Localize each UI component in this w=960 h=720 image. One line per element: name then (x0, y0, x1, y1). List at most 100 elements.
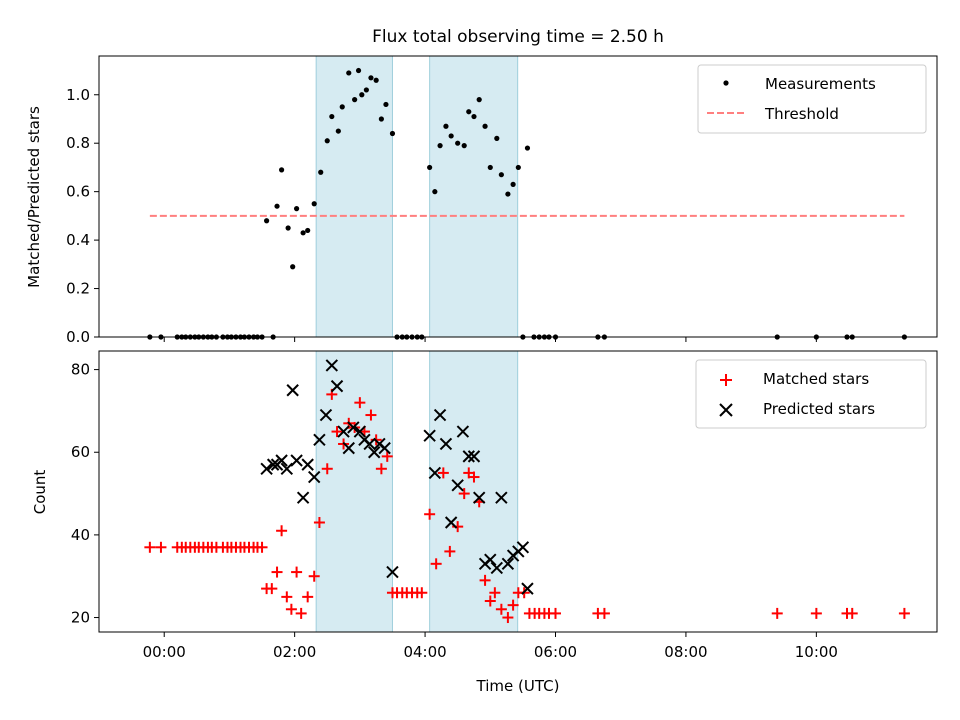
predicted-star-point (378, 441, 391, 455)
matched-star-point (810, 607, 822, 619)
shaded-interval (429, 350, 519, 633)
measurement-point (278, 167, 285, 173)
measurement-point (318, 169, 324, 175)
matched-star-point (375, 463, 387, 475)
y-tick-label: 0.4 (66, 231, 90, 249)
bottom-legend: Matched stars Predicted stars (695, 359, 927, 429)
measurement-point (448, 133, 454, 139)
x-tick-label: 06:00 (534, 643, 577, 661)
predicted-star-point (280, 462, 294, 475)
measurement-point (324, 138, 330, 144)
predicted-star-point (301, 458, 314, 471)
predicted-star-point (296, 491, 310, 504)
measurement-point (510, 181, 516, 187)
predicted-star-point (444, 516, 458, 529)
measurement-point (455, 140, 461, 146)
predicted-star-point (516, 541, 530, 554)
y-tick-label: 20 (71, 609, 90, 627)
matched-star-point (484, 595, 496, 607)
measurement-point (437, 143, 443, 149)
legend-matched-marker (720, 374, 732, 386)
matched-star-point (437, 467, 449, 479)
measurement-point (466, 109, 472, 115)
measurement-point (383, 101, 389, 108)
legend-measurements-label: Measurements (765, 75, 876, 93)
measurement-point (515, 164, 521, 171)
matched-star-point (271, 566, 283, 578)
top-plot-frame (98, 55, 938, 338)
measurement-point (494, 135, 500, 141)
bottom-panel: 00:00 02:00 04:00 06:00 08:00 10:00 20406080 … (31, 350, 938, 695)
predicted-star-point (367, 446, 381, 459)
matched-star-point (468, 471, 480, 483)
top-x-ticks (163, 337, 817, 342)
measurement-point (311, 201, 317, 207)
bottom-x-axis-label: Time (UTC) (476, 677, 560, 695)
predicted-stars-points (260, 359, 534, 595)
measurement-point (373, 77, 379, 83)
y-tick-label: 0.2 (66, 280, 90, 298)
measurement-point (524, 145, 531, 151)
matched-star-point (495, 603, 507, 615)
matched-star-point (266, 583, 278, 595)
measurement-point (359, 92, 365, 98)
matched-star-point (458, 488, 470, 500)
measurement-point (368, 75, 374, 81)
shaded-interval (429, 55, 519, 338)
matched-star-point (479, 574, 491, 586)
measurement-point (427, 164, 433, 171)
measurement-point (482, 123, 488, 129)
matched-star-point (276, 525, 288, 537)
matched-star-point (354, 397, 366, 409)
measurement-point (285, 225, 291, 231)
predicted-star-point (433, 408, 447, 422)
matched-star-point (295, 607, 307, 619)
measurement-point (339, 104, 345, 110)
matched-star-point (489, 587, 501, 599)
predicted-star-point (363, 437, 376, 451)
predicted-star-point (290, 454, 303, 467)
top-y-axis-label: Matched/Predicted stars (25, 106, 43, 288)
measurement-point (300, 230, 306, 236)
y-tick-label: 0.8 (66, 134, 90, 152)
matched-star-point (416, 587, 428, 599)
top-legend-box (697, 64, 927, 134)
legend-predicted-marker (719, 403, 733, 417)
y-tick-label: 0.0 (66, 328, 90, 346)
measurement-point (505, 191, 511, 197)
predicted-star-point (337, 425, 350, 438)
matched-star-point (308, 570, 320, 582)
predicted-star-point (286, 384, 299, 397)
predicted-star-point (275, 454, 288, 467)
predicted-star-point (319, 408, 333, 422)
legend-predicted-label: Predicted stars (763, 400, 875, 418)
matched-star-point (331, 426, 343, 438)
bottom-shaded-intervals (315, 350, 519, 633)
matched-star-point (281, 591, 293, 603)
predicted-star-point (353, 425, 367, 438)
predicted-star-point (330, 379, 344, 393)
matched-star-point (846, 607, 858, 619)
predicted-star-point (260, 462, 273, 475)
measurement-point (355, 67, 362, 74)
y-tick-label: 1.0 (66, 86, 90, 104)
predicted-star-point (325, 359, 339, 372)
legend-measurements-marker (723, 80, 729, 86)
matched-star-point (302, 591, 314, 603)
x-tick-label: 00:00 (143, 643, 186, 661)
x-tick-label: 02:00 (273, 643, 316, 661)
measurement-point (264, 218, 270, 224)
predicted-star-point (386, 565, 399, 579)
shaded-interval (315, 350, 393, 633)
predicted-star-point (501, 557, 515, 571)
measurement-point (443, 123, 449, 129)
y-tick-label: 40 (71, 526, 90, 544)
measurement-point (389, 130, 396, 137)
matched-star-point (430, 558, 442, 570)
predicted-star-point (423, 429, 436, 442)
predicted-star-point (307, 470, 321, 484)
matched-star-point (549, 607, 561, 619)
predicted-star-point (495, 491, 508, 504)
x-tick-label: 04:00 (403, 643, 446, 661)
